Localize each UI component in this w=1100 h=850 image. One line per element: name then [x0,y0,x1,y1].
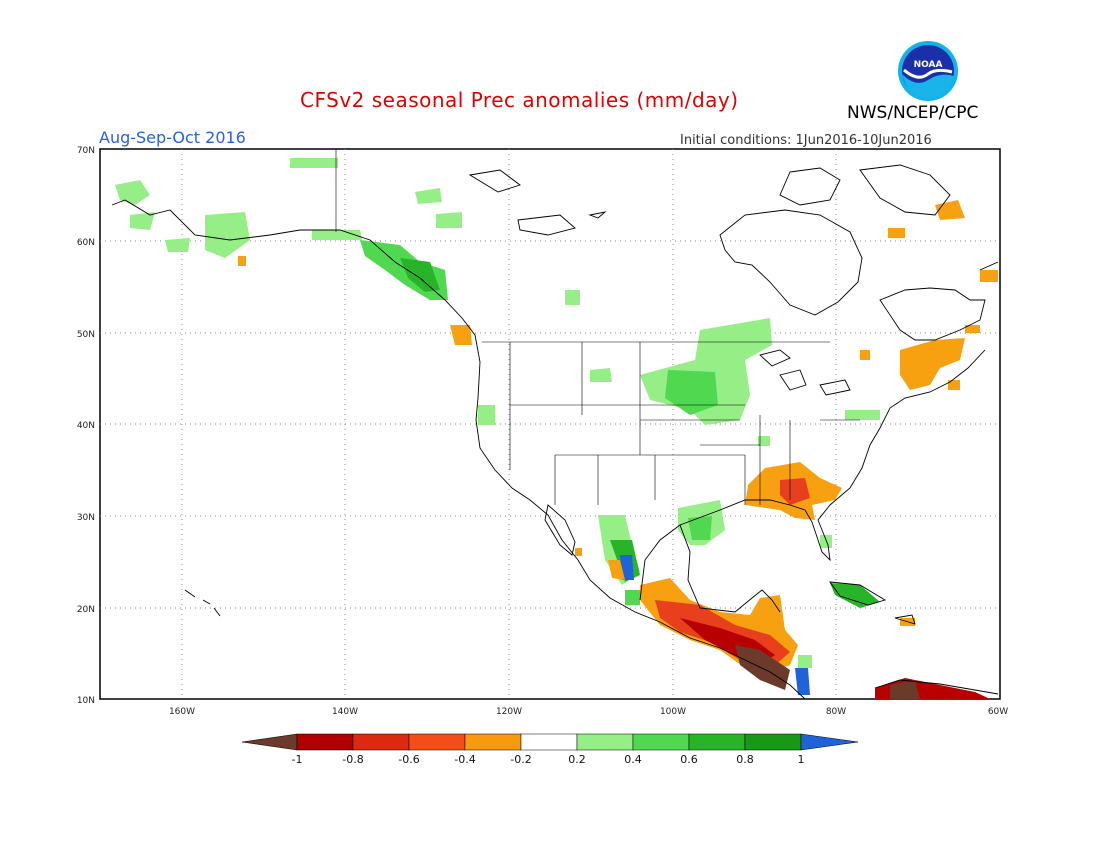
colorbar-label: 0.6 [680,753,698,766]
lon-label-140w: 140W [332,707,358,717]
map-title: CFSv2 seasonal Prec anomalies (mm/day) [300,88,739,112]
lat-label-30n: 30N [77,513,95,523]
colorbar-label: -1 [292,753,303,766]
agency-label: NWS/NCEP/CPC [847,103,979,123]
colorbar-left-arrow [241,733,298,751]
colorbar-label: -0.2 [510,753,531,766]
colorbar-label: -0.8 [342,753,363,766]
lon-label-120w: 120W [496,707,522,717]
colorbar-segment [688,733,746,751]
anomaly-shading [115,158,998,699]
lon-label-160w: 160W [169,707,195,717]
lat-label-60n: 60N [77,238,95,248]
lat-label-20n: 20N [77,605,95,615]
colorbar-label: 0.2 [568,753,586,766]
colorbar-segment [576,733,634,751]
noaa-logo: NOAA [898,41,958,101]
colorbar-segment [408,733,466,751]
caribbean-wet-area [830,583,880,608]
colorbar-label: 0.4 [624,753,642,766]
colorbar-segment [296,733,354,751]
lat-label-40n: 40N [77,421,95,431]
colorbar-label: -0.6 [398,753,419,766]
colorbar-segment [744,733,802,751]
color-bar: -1 -0.8 -0.6 -0.4 -0.2 0.2 0.4 0.6 0.8 1 [241,733,859,766]
colorbar-label: -0.4 [454,753,475,766]
lon-label-100w: 100W [660,707,686,717]
lat-label-50n: 50N [77,330,95,340]
forecast-period: Aug-Sep-Oct 2016 [99,128,246,147]
logo-text: NOAA [914,60,943,70]
northeast-dry-area [900,338,965,390]
colorbar-right-arrow [800,733,859,751]
colorbar-segment [632,733,690,751]
coastlines [111,164,999,700]
political-borders [335,149,860,505]
latitude-labels: 70N 60N 50N 40N 30N 20N 10N [77,146,95,706]
alaska-wet-area [115,180,150,205]
colorbar-segment [520,733,578,751]
lat-label-10n: 10N [77,696,95,706]
colorbar-label: 0.8 [736,753,754,766]
colorbar-segment [464,733,522,751]
lon-label-60w: 60W [988,707,1008,717]
colorbar-label: 1 [798,753,805,766]
lat-label-70n: 70N [77,146,95,156]
lon-label-80w: 80W [826,707,846,717]
gridlines [100,149,1000,699]
initial-conditions: Initial conditions: 1Jun2016-10Jun2016 [680,133,932,148]
colorbar-segment [352,733,410,751]
longitude-labels: 160W 140W 120W 100W 80W 60W [169,707,1008,717]
